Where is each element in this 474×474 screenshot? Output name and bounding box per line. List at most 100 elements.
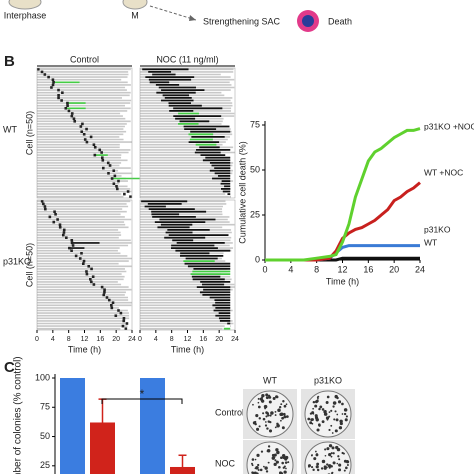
x-tick-label: 20: [389, 264, 399, 274]
x-tick-label: 4: [154, 336, 158, 343]
colony: [273, 453, 277, 457]
event: [81, 262, 85, 265]
column-title: NOC (11 ng/ml): [156, 54, 218, 64]
colony: [284, 461, 288, 464]
colony: [334, 395, 338, 399]
event: [80, 252, 83, 255]
colony: [286, 415, 289, 418]
event: [64, 107, 68, 110]
panel-frame: [36, 67, 133, 199]
y-axis-label: Cumulative cell death (%): [237, 141, 247, 244]
colony: [343, 412, 347, 416]
y-axis-label: Cell (n=50): [24, 111, 34, 155]
colony: [325, 401, 329, 405]
colony: [341, 451, 344, 455]
colony: [315, 453, 319, 457]
event: [82, 133, 86, 136]
x-axis-label: Time (h): [326, 276, 359, 286]
colony: [264, 466, 268, 470]
colony: [318, 424, 321, 427]
colony: [283, 404, 287, 408]
row-label: p31KO: [3, 256, 31, 266]
colony: [345, 466, 348, 470]
event: [82, 259, 86, 263]
x-tick-label: 0: [138, 336, 142, 343]
colony: [258, 425, 261, 428]
event: [119, 311, 123, 315]
colony: [274, 410, 277, 413]
colony: [336, 413, 339, 416]
colony: [341, 413, 344, 415]
plate-row: Control: [215, 407, 244, 417]
colony: [283, 470, 287, 474]
event: [51, 83, 55, 87]
colony: [285, 467, 287, 470]
colony: [321, 408, 325, 411]
x-tick-label: 4: [51, 336, 55, 343]
colony: [315, 465, 319, 469]
colony: [332, 401, 337, 405]
event: [117, 309, 120, 312]
panel-letter: B: [4, 53, 15, 70]
colony: [323, 465, 327, 469]
column-title: Control: [70, 54, 99, 64]
panel-frame: [139, 67, 236, 199]
event: [56, 218, 59, 221]
event: [81, 122, 84, 126]
colony: [251, 462, 253, 465]
event: [116, 187, 119, 191]
colony: [276, 422, 279, 426]
event: [89, 135, 93, 139]
colony: [338, 463, 342, 467]
colony: [314, 414, 318, 418]
colony: [323, 412, 328, 416]
colony: [316, 462, 320, 466]
event: [126, 190, 130, 193]
colony: [283, 415, 287, 419]
colony: [332, 405, 335, 408]
colony: [265, 470, 269, 473]
colony: [268, 429, 273, 433]
event: [72, 117, 76, 120]
row-label: WT: [3, 124, 17, 134]
colony: [275, 448, 279, 452]
colony: [338, 458, 341, 461]
event: [103, 288, 106, 291]
colony: [314, 404, 318, 408]
colony: [343, 408, 348, 412]
colony: [277, 408, 281, 412]
colony: [273, 462, 277, 466]
colony: [282, 400, 285, 403]
colony: [256, 453, 260, 457]
colony: [263, 404, 268, 409]
x-tick-label: 12: [81, 336, 89, 343]
event: [47, 75, 50, 79]
x-axis-label: Time (h): [68, 344, 101, 354]
series-label: p31KO +NOC: [424, 121, 474, 131]
colony: [285, 403, 288, 406]
significance-bracket: [101, 398, 183, 404]
colony: [254, 458, 257, 461]
event: [107, 298, 111, 302]
colony: [278, 465, 281, 469]
colony: [327, 464, 332, 468]
colony: [265, 415, 268, 418]
event: [85, 272, 89, 276]
event: [53, 210, 56, 213]
colony: [283, 412, 286, 416]
colony: [332, 452, 335, 455]
event: [70, 239, 74, 242]
plate-row: NOC: [215, 458, 236, 468]
bar: [90, 422, 115, 474]
event: [125, 322, 129, 325]
colony: [254, 423, 257, 426]
colony: [331, 471, 334, 474]
event: [123, 192, 126, 196]
x-tick-label: 4: [288, 264, 293, 274]
event: [90, 267, 93, 271]
colony: [312, 407, 315, 410]
colony: [257, 397, 260, 400]
x-tick-label: 12: [337, 264, 347, 274]
x-tick-label: 24: [415, 264, 425, 274]
colony: [321, 420, 325, 424]
